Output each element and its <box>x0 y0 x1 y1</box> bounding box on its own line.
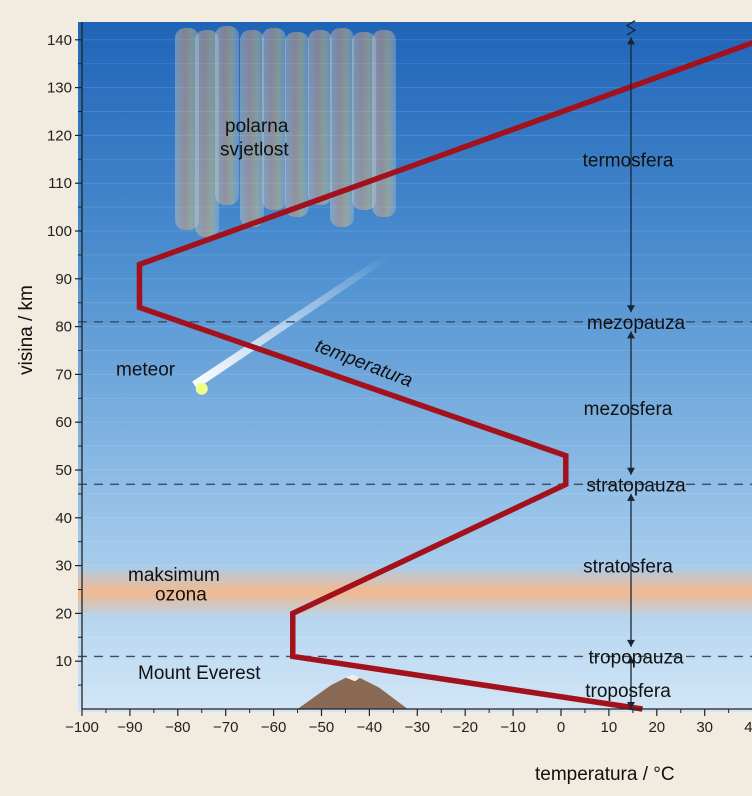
aurora-label-line1: polarna <box>225 116 289 137</box>
aurora-strand <box>262 28 286 210</box>
y-tick-label: 60 <box>55 414 72 431</box>
x-tick-label: 40 <box>744 719 752 736</box>
mountain-shape <box>297 675 408 709</box>
aurora-strand <box>352 32 376 210</box>
x-tick-label: 0 <box>557 719 565 736</box>
arrow-head-down <box>627 702 635 709</box>
aurora-strand <box>175 28 199 230</box>
x-tick-label: −40 <box>357 719 382 736</box>
arrow-head-up <box>627 331 635 339</box>
x-tick-label: −50 <box>309 719 334 736</box>
arrow-head-down <box>627 639 635 647</box>
boundary-label-stratopauza: stratopauza <box>586 475 686 496</box>
y-tick-label: 70 <box>55 366 72 383</box>
arrow-head-up <box>627 37 635 45</box>
boundary-label-tropopauza: tropopauza <box>588 647 684 668</box>
x-tick-label: 20 <box>648 719 665 736</box>
x-tick-label: −80 <box>165 719 190 736</box>
x-tick-label: −100 <box>65 719 99 736</box>
y-tick-label: 30 <box>55 558 72 575</box>
x-tick-label: −10 <box>500 719 525 736</box>
boundary-label-mezopauza: mezopauza <box>587 313 686 334</box>
ozone-band <box>78 565 752 619</box>
aurora-strand <box>195 30 219 237</box>
y-tick-label: 110 <box>48 175 72 192</box>
y-tick-label: 40 <box>55 510 72 527</box>
ozone-label-line2: ozona <box>155 584 207 605</box>
layer-label-termosfera: termosfera <box>583 150 674 171</box>
x-tick-label: −20 <box>452 719 477 736</box>
x-tick-label: −30 <box>405 719 430 736</box>
aurora-strand <box>215 26 239 205</box>
y-tick-label: 80 <box>55 319 72 336</box>
x-axis-label: temperatura / °C <box>535 764 675 785</box>
layer-label-stratosfera: stratosfera <box>583 557 673 578</box>
aurora-glow <box>175 26 396 237</box>
meteor-head <box>195 382 208 395</box>
y-tick-label: 100 <box>47 223 72 240</box>
x-tick-label: 10 <box>601 719 618 736</box>
y-tick-label: 20 <box>55 605 72 622</box>
x-tick-label: −70 <box>213 719 238 736</box>
y-tick-label: 90 <box>55 271 72 288</box>
x-tick-label: −60 <box>261 719 286 736</box>
arrow-head-down <box>627 467 635 475</box>
arrow-head-up <box>627 493 635 501</box>
everest-label: Mount Everest <box>138 663 261 684</box>
arrow-head-down <box>627 305 635 313</box>
y-tick-label: 130 <box>47 80 72 97</box>
mount-everest-illustration <box>297 674 408 709</box>
temperature-curve-line <box>136 40 752 712</box>
aurora-strand <box>308 30 332 205</box>
y-axis-label: visina / km <box>16 285 37 375</box>
ozone-label-line1: maksimum <box>128 565 220 586</box>
aurora-label-line2: svjetlost <box>220 140 289 161</box>
aurora-strand <box>285 32 309 217</box>
aurora-strand <box>330 28 354 227</box>
y-tick-label: 10 <box>55 653 72 670</box>
aurora-strand <box>240 30 264 227</box>
meteor-label: meteor <box>116 360 176 381</box>
mountain-snow <box>345 674 360 682</box>
y-tick-label: 140 <box>47 32 72 49</box>
axis-break-mark <box>625 20 637 36</box>
arrow-head-up <box>627 656 635 664</box>
layer-label-troposfera: troposfera <box>585 681 671 702</box>
y-tick-label: 50 <box>55 462 72 479</box>
aurora-strand <box>372 30 396 217</box>
y-tick-label: 120 <box>47 127 72 144</box>
layer-label-mezosfera: mezosfera <box>584 399 673 420</box>
x-tick-label: −90 <box>117 719 142 736</box>
x-tick-label: 30 <box>696 719 713 736</box>
